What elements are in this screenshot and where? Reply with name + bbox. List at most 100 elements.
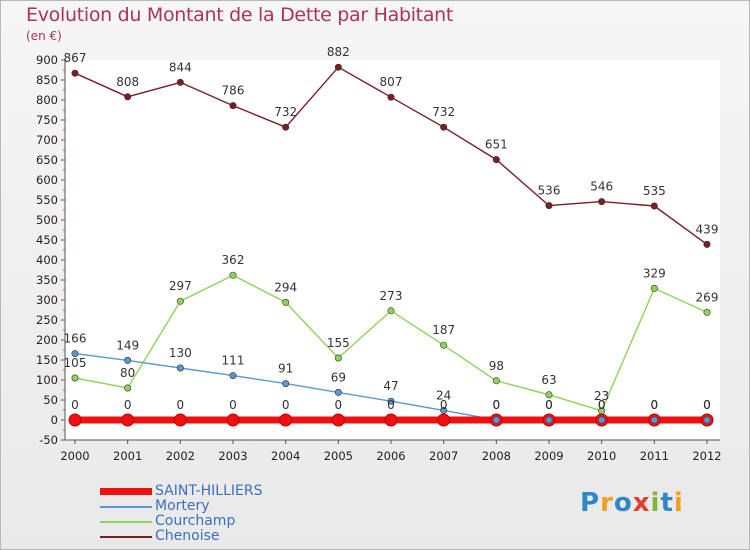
data-label-courchamp: 297 <box>169 279 192 293</box>
y-tick-label: 100 <box>36 373 58 387</box>
x-tick-label: 2009 <box>534 449 563 463</box>
data-label-saint-hilliers: 0 <box>229 398 237 412</box>
data-label-saint-hilliers: 0 <box>598 398 606 412</box>
data-label-chenoise: 786 <box>222 84 245 98</box>
point-courchamp <box>282 298 290 306</box>
y-tick-label: 900 <box>36 53 58 67</box>
data-label-chenoise: 844 <box>169 60 192 74</box>
point-courchamp <box>440 341 448 349</box>
point-courchamp <box>492 377 500 385</box>
point-mortery <box>334 388 342 396</box>
y-tick-label: 500 <box>36 213 58 227</box>
y-tick-label: 600 <box>36 173 58 187</box>
point-saint-hilliers <box>173 413 187 427</box>
point-courchamp <box>124 384 132 392</box>
data-label-chenoise: 536 <box>538 184 561 198</box>
point-chenoise <box>440 123 448 131</box>
point-saint-hilliers <box>331 413 345 427</box>
logo-letter: t <box>660 488 674 518</box>
x-tick-label: 2002 <box>166 449 195 463</box>
y-tick-label: 400 <box>36 253 58 267</box>
data-label-courchamp: 187 <box>432 323 455 337</box>
logo-letter: r <box>600 488 614 518</box>
data-label-courchamp: 80 <box>120 366 135 380</box>
point-courchamp <box>545 391 553 399</box>
data-label-saint-hilliers: 0 <box>440 398 448 412</box>
x-tick-label: 2003 <box>218 449 247 463</box>
data-label-mortery: 0 <box>651 398 659 412</box>
data-label-saint-hilliers: 0 <box>335 398 343 412</box>
point-mortery-overlay <box>650 416 658 424</box>
point-chenoise <box>492 156 500 164</box>
logo-letter: i <box>650 488 661 518</box>
data-label-saint-hilliers: 0 <box>71 398 79 412</box>
point-saint-hilliers <box>384 413 398 427</box>
data-label-mortery: 0 <box>493 398 501 412</box>
point-mortery <box>387 397 395 405</box>
x-tick-label: 2004 <box>271 449 300 463</box>
point-saint-hilliers <box>279 413 293 427</box>
logo-letter: i <box>673 488 684 518</box>
legend-item-saint-hilliers: SAINT-HILLIERS <box>100 484 263 499</box>
point-mortery <box>176 364 184 372</box>
point-courchamp <box>387 307 395 315</box>
point-chenoise <box>387 93 395 101</box>
point-courchamp <box>71 374 79 382</box>
data-label-saint-hilliers: 0 <box>387 398 395 412</box>
data-label-courchamp: 362 <box>222 253 245 267</box>
data-label-mortery: 0 <box>545 398 553 412</box>
data-label-courchamp: 63 <box>541 373 556 387</box>
legend: SAINT-HILLIERS Mortery Courchamp Chenois… <box>100 484 263 544</box>
y-tick-label: 800 <box>36 93 58 107</box>
point-mortery <box>282 380 290 388</box>
point-chenoise <box>545 202 553 210</box>
data-label-courchamp: 273 <box>380 289 403 303</box>
data-label-saint-hilliers: 0 <box>493 398 501 412</box>
point-courchamp <box>650 284 658 292</box>
data-label-saint-hilliers: 0 <box>651 398 659 412</box>
legend-item-chenoise: Chenoise <box>100 529 263 544</box>
y-tick-label: 50 <box>43 393 58 407</box>
logo-letter: P <box>580 488 601 518</box>
point-mortery <box>71 350 79 358</box>
y-tick-label: 150 <box>36 353 58 367</box>
point-chenoise <box>282 123 290 131</box>
legend-item-courchamp: Courchamp <box>100 514 263 529</box>
legend-swatch-courchamp <box>100 520 152 523</box>
data-label-courchamp: 269 <box>696 290 719 304</box>
y-tick-label: 300 <box>36 293 58 307</box>
legend-item-mortery: Mortery <box>100 499 263 514</box>
point-saint-hilliers <box>121 413 135 427</box>
y-tick-label: 350 <box>36 273 58 287</box>
data-label-saint-hilliers: 0 <box>124 398 132 412</box>
data-label-mortery: 0 <box>703 398 711 412</box>
chart-title: Evolution du Montant de la Dette par Hab… <box>26 4 454 26</box>
legend-swatch-mortery <box>100 505 152 508</box>
y-tick-label: 250 <box>36 313 58 327</box>
point-saint-hilliers <box>68 413 82 427</box>
y-tick-label: 650 <box>36 153 58 167</box>
y-tick-label: -50 <box>39 433 58 447</box>
data-label-courchamp: 23 <box>594 389 609 403</box>
point-courchamp <box>229 271 237 279</box>
point-chenoise <box>176 78 184 86</box>
plot-area <box>65 60 720 440</box>
x-tick-label: 2006 <box>376 449 405 463</box>
point-chenoise <box>334 63 342 71</box>
x-tick-label: 2007 <box>429 449 458 463</box>
x-tick-label: 2001 <box>113 449 142 463</box>
data-label-courchamp: 155 <box>327 336 350 350</box>
data-label-mortery: 130 <box>169 346 192 360</box>
x-tick-label: 2005 <box>324 449 353 463</box>
data-label-chenoise: 808 <box>116 75 139 89</box>
legend-label-courchamp: Courchamp <box>155 513 236 529</box>
data-label-courchamp: 98 <box>489 359 504 373</box>
data-label-mortery: 166 <box>64 332 87 346</box>
point-mortery-overlay <box>598 416 606 424</box>
y-tick-label: 750 <box>36 113 58 127</box>
point-mortery-overlay <box>492 416 500 424</box>
data-label-chenoise: 546 <box>590 180 613 194</box>
data-label-saint-hilliers: 0 <box>177 398 185 412</box>
data-label-saint-hilliers: 0 <box>703 398 711 412</box>
data-label-chenoise: 651 <box>485 138 508 152</box>
